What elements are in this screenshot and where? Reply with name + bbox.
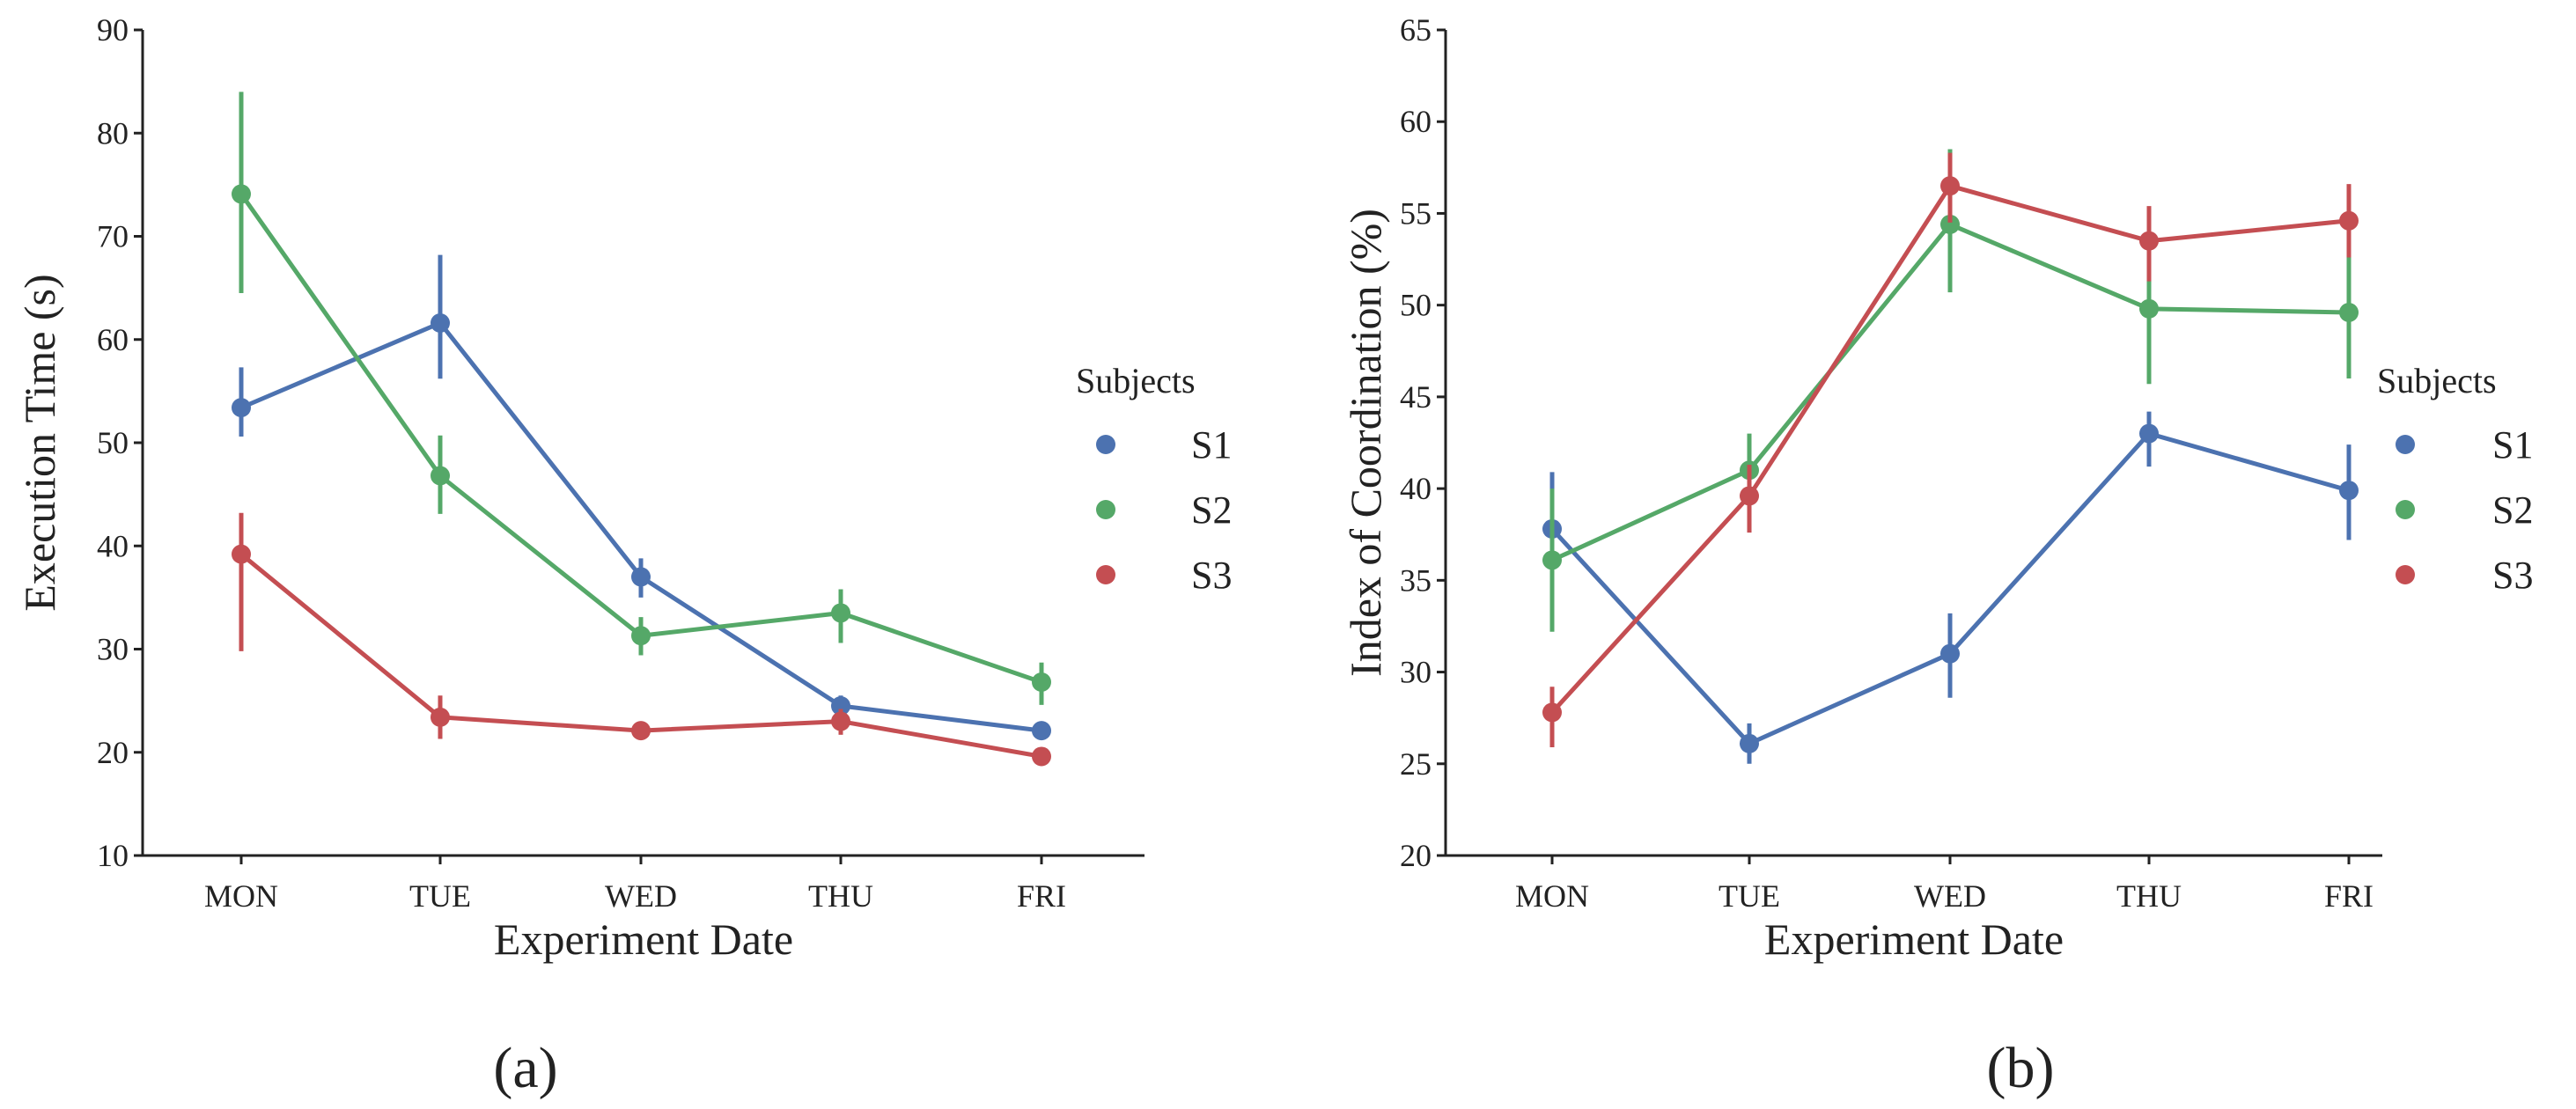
data-point (2339, 481, 2359, 501)
x-tick-label: FRI (2324, 878, 2374, 914)
data-point (1032, 721, 1051, 741)
legend-label: S1 (1191, 423, 1232, 466)
legend-marker (1096, 565, 1115, 584)
x-tick-label: THU (808, 878, 873, 914)
y-tick-label: 60 (97, 322, 129, 357)
x-axis-label: Experiment Date (494, 914, 793, 964)
data-point (2139, 423, 2159, 444)
data-point (232, 184, 251, 204)
x-tick-label: THU (2116, 878, 2182, 914)
data-point (1740, 733, 1759, 753)
legend-label: S2 (1191, 488, 1232, 532)
y-tick-label: 90 (97, 12, 129, 48)
y-tick-label: 80 (97, 115, 129, 151)
legend: Subjects S1 S2 S3 (2377, 361, 2533, 597)
data-point (631, 626, 651, 646)
series-S1 (232, 254, 1051, 741)
legend-label: S2 (2492, 488, 2533, 532)
data-point (1542, 702, 1562, 723)
panel-caption: (b) (1987, 1036, 2055, 1100)
y-tick-label: 40 (1400, 471, 1432, 506)
legend-marker (1096, 500, 1115, 519)
x-tick-label: WED (1914, 878, 1986, 914)
x-tick-label: WED (605, 878, 677, 914)
y-tick-label: 50 (97, 425, 129, 460)
y-tick-label: 20 (97, 735, 129, 770)
x-tick-label: MON (204, 878, 278, 914)
data-point (2139, 231, 2159, 251)
legend-label: S1 (2492, 423, 2533, 466)
y-tick-label: 45 (1400, 379, 1432, 415)
data-point (2339, 210, 2359, 231)
data-point (1542, 550, 1562, 570)
data-point (431, 466, 450, 486)
y-tick-label: 20 (1400, 838, 1432, 873)
legend-marker (2396, 500, 2415, 519)
series-S2 (1542, 149, 2359, 632)
legend-label: S3 (2492, 554, 2533, 597)
y-tick-label: 60 (1400, 104, 1432, 139)
legend-marker (2396, 565, 2415, 584)
data-point (1940, 176, 1960, 196)
data-point (1940, 214, 1960, 234)
chart-panel-b: 20 25 30 35 40 45 50 55 60 65 MON TUE WED THU FRI Exper… (1341, 12, 2533, 1100)
series-line (239, 192, 1042, 685)
chart-panel-a: 10 20 30 40 50 60 70 80 90 MON TUE WED THU FRI Experim… (15, 12, 1232, 1100)
legend-title: Subjects (1076, 361, 1196, 400)
y-axis-label: Index of Coordination (%) (1341, 209, 1390, 677)
x-axis-label: Experiment Date (1764, 914, 2064, 964)
x-tick-label: TUE (1719, 878, 1780, 914)
data-point (431, 707, 450, 727)
series-S3 (1542, 152, 2359, 748)
data-point (1940, 643, 1960, 664)
panel-caption: (a) (493, 1036, 557, 1100)
data-point (1032, 672, 1051, 693)
data-point (631, 567, 651, 587)
legend-marker (2396, 435, 2415, 454)
y-tick-label: 50 (1400, 288, 1432, 323)
data-point (2339, 303, 2359, 323)
data-point (831, 603, 850, 623)
data-point (831, 711, 850, 731)
y-tick-label: 10 (97, 838, 129, 873)
data-point (2139, 298, 2159, 319)
data-point (631, 721, 651, 741)
y-axis-label: Execution Time (s) (15, 274, 64, 611)
data-point (232, 544, 251, 564)
x-tick-label: TUE (409, 878, 471, 914)
y-tick-label: 40 (97, 528, 129, 563)
legend-label: S3 (1191, 554, 1232, 597)
y-tick-label: 25 (1400, 746, 1432, 782)
y-tick-label: 35 (1400, 562, 1432, 598)
series-S2 (232, 92, 1051, 705)
series-S3 (232, 512, 1051, 767)
y-tick-label: 30 (97, 632, 129, 667)
x-tick-label: MON (1515, 878, 1589, 914)
data-point (232, 398, 251, 418)
y-tick-label: 55 (1400, 195, 1432, 231)
data-point (431, 312, 450, 333)
y-tick-label: 30 (1400, 655, 1432, 690)
legend-title: Subjects (2377, 361, 2497, 400)
data-point (831, 695, 850, 716)
legend: Subjects S1 S2 S3 (1076, 361, 1232, 597)
data-point (1032, 746, 1051, 767)
series-line (240, 319, 1042, 733)
data-point (1740, 486, 1759, 506)
x-tick-label: FRI (1017, 878, 1066, 914)
y-tick-label: 70 (97, 219, 129, 254)
y-tick-label: 65 (1400, 12, 1432, 48)
legend-marker (1096, 435, 1115, 454)
